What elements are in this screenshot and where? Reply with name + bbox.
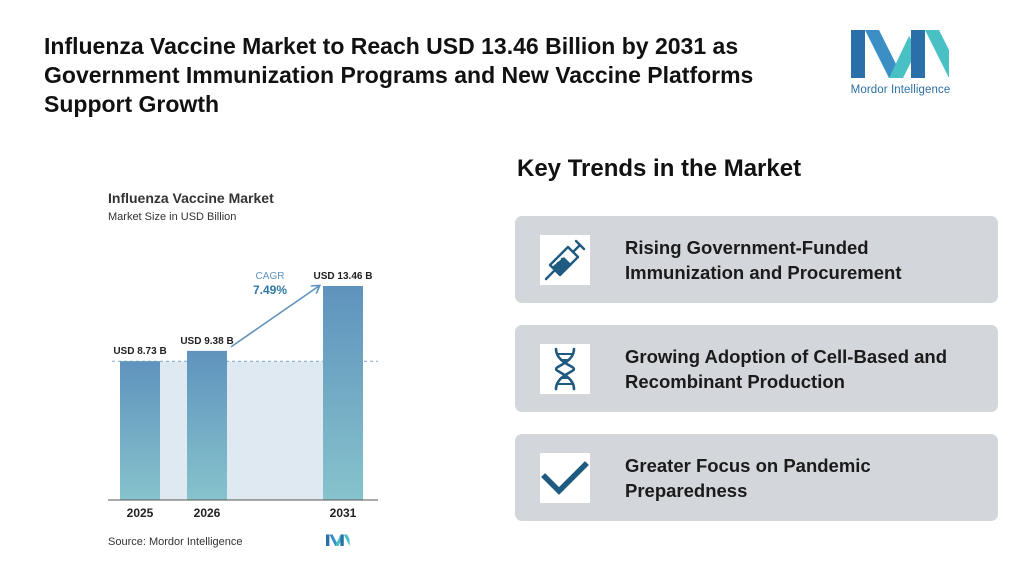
dna-icon bbox=[554, 347, 576, 391]
checkmark-icon bbox=[541, 461, 589, 495]
trend-label: Rising Government-Funded Immunization an… bbox=[625, 237, 902, 283]
market-size-chart: Influenza Vaccine Market Market Size in … bbox=[90, 180, 390, 560]
cagr-label: CAGR bbox=[256, 271, 285, 282]
syringe-icon bbox=[544, 239, 586, 281]
source-logo-icon bbox=[326, 534, 350, 546]
trend-card-pandemic-preparedness: Greater Focus on Pandemic Preparedness bbox=[515, 434, 998, 521]
trend-icon-box bbox=[540, 235, 590, 285]
value-label-2026: USD 9.38 B bbox=[180, 336, 233, 347]
value-label-2031: USD 13.46 B bbox=[314, 271, 373, 282]
chart-subtitle: Market Size in USD Billion bbox=[108, 211, 236, 223]
brand-logo: Mordor Intelligence bbox=[843, 28, 958, 98]
bar-2031 bbox=[323, 286, 363, 500]
x-tick-2026: 2026 bbox=[194, 506, 221, 520]
trend-label: Growing Adoption of Cell-Based and Recom… bbox=[625, 346, 948, 392]
trend-label: Greater Focus on Pandemic Preparedness bbox=[625, 455, 871, 501]
chart-baseline-band bbox=[120, 361, 363, 500]
trend-icon-box bbox=[540, 453, 590, 503]
trend-card-cell-based-production: Growing Adoption of Cell-Based and Recom… bbox=[515, 325, 998, 412]
logo-text: Mordor Intelligence bbox=[850, 84, 951, 96]
mordor-logo-icon bbox=[851, 30, 949, 78]
bar-chart: Influenza Vaccine Market Market Size in … bbox=[108, 190, 378, 548]
value-label-2025: USD 8.73 B bbox=[113, 346, 166, 357]
x-tick-2031: 2031 bbox=[330, 506, 357, 520]
trends-heading: Key Trends in the Market bbox=[517, 155, 802, 182]
trend-card-government-funding: Rising Government-Funded Immunization an… bbox=[515, 216, 998, 303]
chart-title: Influenza Vaccine Market bbox=[108, 190, 274, 206]
cagr-arrow bbox=[230, 286, 319, 348]
page-title: Influenza Vaccine Market to Reach USD 13… bbox=[44, 33, 754, 117]
cagr-value: 7.49% bbox=[253, 283, 287, 297]
chart-source: Source: Mordor Intelligence bbox=[108, 536, 243, 548]
trend-icon-box bbox=[540, 344, 590, 394]
x-tick-2025: 2025 bbox=[127, 506, 154, 520]
bar-2026 bbox=[187, 350, 227, 500]
bar-2025 bbox=[120, 361, 160, 500]
